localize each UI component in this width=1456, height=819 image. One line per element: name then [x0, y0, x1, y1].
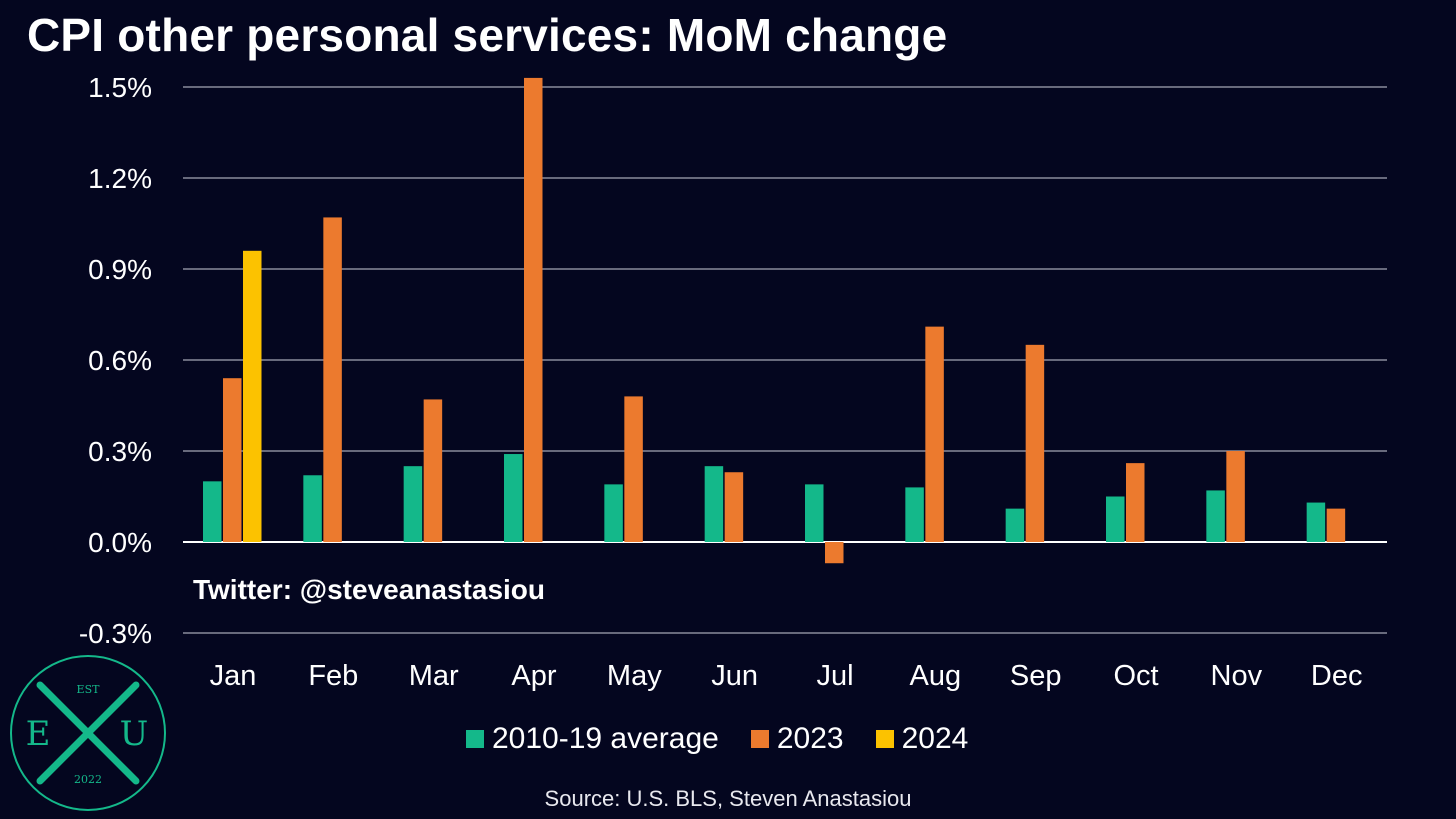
bar-avg: [403, 466, 423, 542]
y-tick-label: 0.3%: [88, 436, 152, 467]
logo-right-letter: U: [120, 714, 149, 754]
bar-2023: [223, 378, 242, 542]
y-tick-label: 0.6%: [88, 345, 152, 376]
bar-avg: [604, 484, 623, 542]
legend-swatch-2023: [750, 730, 769, 748]
legend-label-2023: 2023: [776, 722, 844, 755]
bar-2023: [1326, 508, 1346, 542]
logo-top-text: EST: [77, 683, 101, 696]
source-note: Source: U.S. BLS, Steven Anastasiou: [0, 786, 1456, 812]
x-tick-label: Oct: [1113, 660, 1158, 692]
x-tick-label: May: [607, 660, 662, 692]
bar-avg: [203, 481, 222, 542]
x-tick-label: Sep: [1010, 660, 1062, 692]
bar-avg: [905, 487, 924, 542]
bar-avg: [1005, 508, 1025, 542]
logo-bottom-text: 2022: [74, 773, 102, 786]
legend-swatch-avg: [466, 730, 484, 748]
y-tick-label: -0.3%: [79, 618, 152, 649]
bar-avg: [805, 484, 824, 542]
legend-item-avg: 2010-19 average: [466, 722, 719, 756]
x-tick-label: Jan: [210, 660, 257, 692]
bar-2023: [1025, 344, 1045, 542]
logo-ring: [10, 655, 166, 811]
bar-2023: [825, 542, 844, 564]
y-tick-label: 0.9%: [88, 254, 152, 285]
x-tick-label: Apr: [511, 660, 556, 692]
legend-label-avg: 2010-19 average: [492, 722, 719, 755]
bar-avg: [504, 454, 523, 542]
bar-2023: [925, 326, 944, 542]
logo-cross-b: [36, 681, 140, 785]
x-tick-label: Jul: [816, 660, 853, 692]
bar-2023: [423, 399, 443, 542]
x-tick-label: Mar: [409, 660, 459, 692]
x-tick-label: Nov: [1211, 660, 1263, 692]
logo-left-letter: E: [26, 714, 51, 754]
y-tick-label: 0.0%: [88, 527, 152, 558]
x-tick-label: Dec: [1311, 660, 1363, 692]
bar-2023: [1126, 463, 1145, 542]
exu-logo: EST E U 2022: [10, 655, 166, 811]
bar-2023: [624, 396, 643, 542]
legend-label-2024: 2024: [901, 722, 969, 755]
chart-legend: 2010-19 average 2023 2024: [466, 722, 968, 756]
bar-avg: [1206, 490, 1225, 542]
legend-item-2024: 2024: [875, 722, 969, 756]
source-text: Source: U.S. BLS, Steven Anastasiou: [544, 786, 912, 811]
y-tick-label: 1.2%: [88, 163, 152, 194]
bar-2024: [243, 250, 262, 543]
bar-avg: [1106, 496, 1125, 542]
x-tick-label: Feb: [308, 660, 358, 692]
bar-2023: [524, 77, 543, 543]
legend-swatch-2024: [875, 730, 894, 748]
bar-avg: [704, 466, 724, 542]
bar-2023: [1226, 451, 1245, 542]
x-tick-label: Jun: [711, 660, 758, 692]
chart-title: CPI other personal services: MoM change: [27, 9, 948, 61]
watermark-text: Twitter: @steveanastasiou: [193, 574, 545, 605]
x-tick-label: Aug: [910, 660, 962, 692]
bar-avg: [1306, 502, 1326, 542]
bar-2023: [323, 217, 342, 542]
bar-avg: [303, 475, 322, 542]
bar-2023: [724, 472, 744, 542]
y-tick-label: 1.5%: [88, 72, 152, 103]
legend-item-2023: 2023: [750, 722, 844, 756]
